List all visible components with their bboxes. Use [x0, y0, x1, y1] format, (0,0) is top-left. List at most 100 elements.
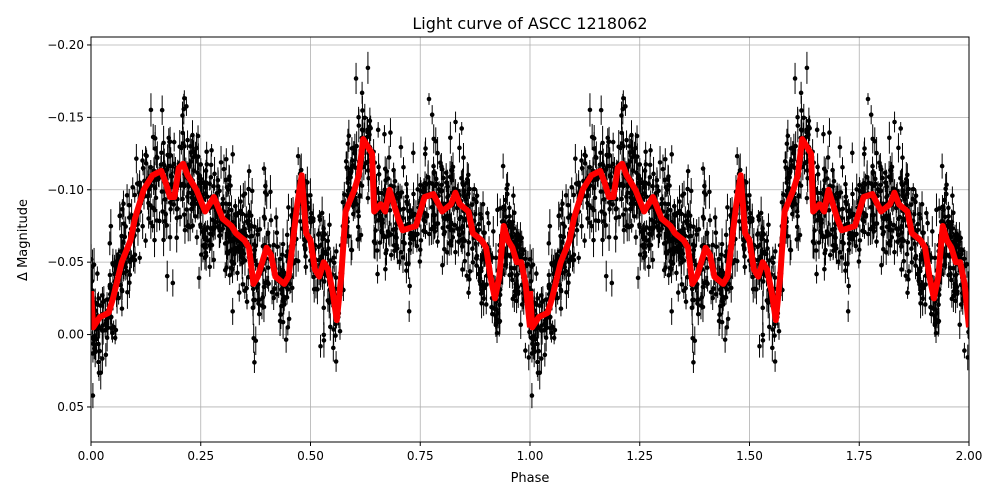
- data-point: [718, 287, 723, 292]
- data-point: [208, 226, 213, 231]
- data-point: [650, 184, 655, 189]
- data-point: [699, 303, 704, 308]
- data-point: [180, 197, 185, 202]
- data-point: [230, 309, 235, 314]
- data-point: [898, 226, 903, 231]
- data-point: [713, 215, 718, 220]
- data-point: [962, 257, 967, 262]
- data-point: [346, 141, 351, 146]
- data-point: [838, 145, 843, 150]
- data-point: [735, 154, 740, 159]
- data-point: [407, 309, 412, 314]
- data-point: [309, 217, 314, 222]
- data-point: [651, 172, 656, 177]
- data-point: [910, 260, 915, 265]
- data-point: [236, 211, 241, 216]
- data-point: [338, 329, 343, 334]
- data-point: [918, 266, 923, 271]
- data-point: [202, 227, 207, 232]
- data-point: [355, 202, 360, 207]
- data-point: [262, 166, 267, 171]
- data-point: [552, 336, 557, 341]
- data-point: [442, 216, 447, 221]
- data-point: [674, 271, 679, 276]
- data-point: [911, 187, 916, 192]
- data-point: [366, 196, 371, 201]
- data-point: [427, 97, 432, 102]
- data-point: [344, 159, 349, 164]
- data-point: [872, 139, 877, 144]
- data-point: [876, 187, 881, 192]
- data-point: [137, 256, 142, 261]
- data-point: [156, 177, 161, 182]
- data-point: [471, 197, 476, 202]
- data-point: [359, 233, 364, 238]
- data-point: [941, 207, 946, 212]
- data-point: [346, 188, 351, 193]
- data-point: [862, 152, 867, 157]
- data-point: [564, 193, 569, 198]
- data-point: [383, 267, 388, 272]
- data-point: [448, 135, 453, 140]
- data-point: [438, 160, 443, 165]
- data-point: [168, 139, 173, 144]
- data-point: [825, 229, 830, 234]
- data-point: [152, 238, 157, 243]
- data-point: [216, 178, 221, 183]
- data-point: [266, 265, 271, 270]
- data-point: [518, 322, 523, 327]
- data-point: [170, 174, 175, 179]
- data-point: [770, 346, 775, 351]
- data-point: [943, 186, 948, 191]
- data-point: [505, 182, 510, 187]
- data-point: [548, 326, 553, 331]
- data-point: [424, 182, 429, 187]
- data-point: [104, 318, 109, 323]
- data-point: [874, 239, 879, 244]
- data-point: [245, 299, 250, 304]
- data-point: [270, 290, 275, 295]
- data-point: [320, 237, 325, 242]
- data-point: [906, 240, 911, 245]
- data-point: [217, 189, 222, 194]
- data-point: [285, 233, 290, 238]
- data-point: [600, 238, 605, 243]
- data-point: [785, 141, 790, 146]
- data-point: [705, 265, 710, 270]
- data-point: [566, 273, 571, 278]
- data-point: [912, 212, 917, 217]
- data-point: [658, 160, 663, 165]
- data-point: [226, 251, 231, 256]
- data-point: [825, 176, 830, 181]
- data-point: [175, 216, 180, 221]
- data-point: [237, 244, 242, 249]
- data-point: [463, 197, 468, 202]
- data-point: [858, 238, 863, 243]
- data-point: [507, 214, 512, 219]
- data-point: [510, 222, 515, 227]
- data-point: [265, 280, 270, 285]
- data-point: [148, 203, 153, 208]
- data-point: [559, 306, 564, 311]
- data-point: [317, 214, 322, 219]
- data-point: [244, 213, 249, 218]
- data-point: [318, 344, 323, 349]
- data-point: [203, 192, 208, 197]
- data-point: [104, 353, 109, 358]
- data-point: [253, 248, 258, 253]
- data-point: [181, 107, 186, 112]
- data-point: [393, 179, 398, 184]
- data-point: [718, 304, 723, 309]
- data-point: [905, 252, 910, 257]
- data-point: [799, 128, 804, 133]
- data-point: [850, 151, 855, 156]
- data-point: [109, 326, 114, 331]
- data-point: [957, 322, 962, 327]
- data-point: [328, 258, 333, 263]
- data-point: [118, 213, 123, 218]
- data-point: [266, 232, 271, 237]
- data-point: [846, 309, 851, 314]
- data-point: [275, 230, 280, 235]
- data-point: [219, 160, 224, 165]
- data-point: [404, 182, 409, 187]
